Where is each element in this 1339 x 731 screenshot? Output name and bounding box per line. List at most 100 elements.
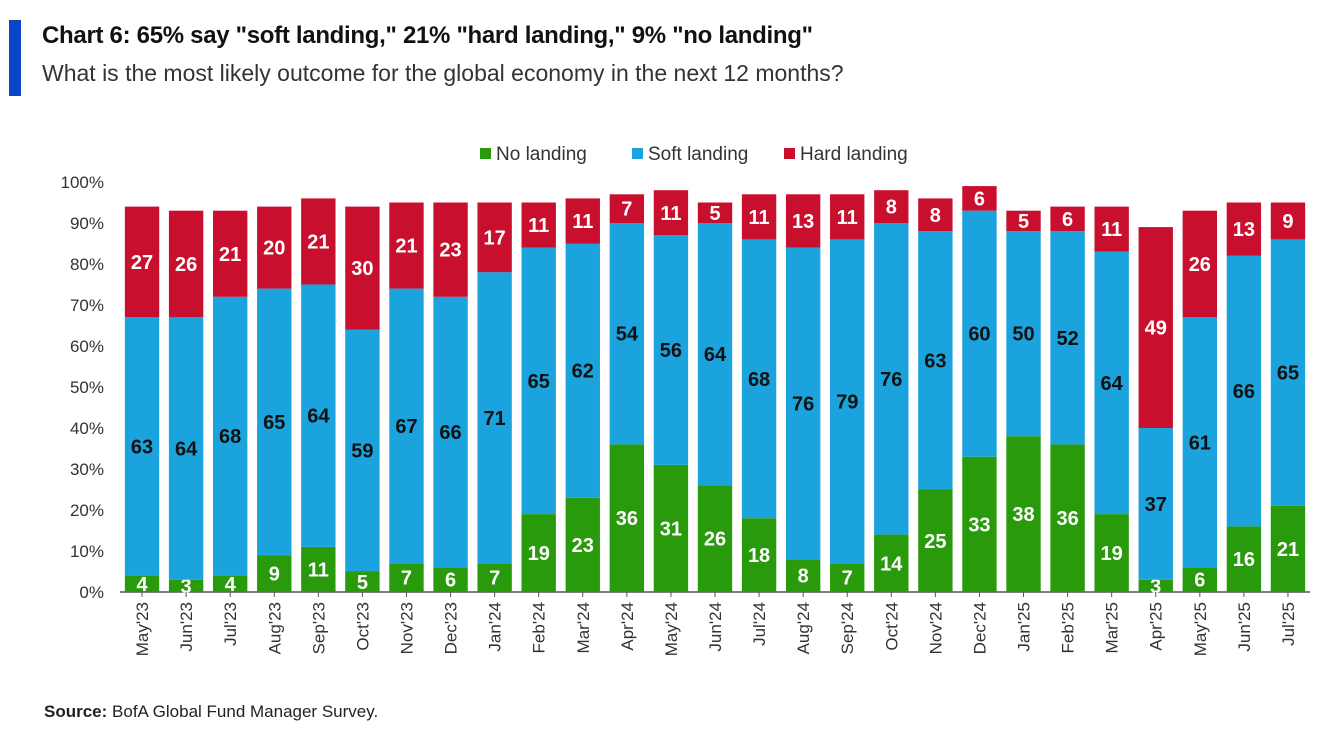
data-label: 13 — [1233, 219, 1255, 241]
x-tick-label: Feb'24 — [530, 602, 549, 653]
title-accent-bar — [9, 20, 21, 96]
data-label: 3 — [181, 576, 192, 598]
y-tick-label: 100% — [61, 173, 104, 192]
data-label: 18 — [748, 545, 770, 567]
bar-segment-soft-landing — [477, 272, 512, 564]
data-label: 21 — [219, 244, 241, 266]
data-label: 9 — [1282, 211, 1293, 233]
bar-segment-no-landing — [653, 464, 689, 592]
x-tick-label: Mar'24 — [574, 602, 593, 653]
data-label: 4 — [136, 574, 148, 596]
x-tick-label: Sep'24 — [838, 602, 857, 654]
bar-segment-hard-landing — [1226, 202, 1262, 256]
data-label: 63 — [131, 436, 153, 458]
data-label: 68 — [748, 369, 770, 391]
data-label: 11 — [837, 207, 858, 229]
data-label: 56 — [660, 340, 682, 362]
data-label: 11 — [1101, 219, 1122, 241]
data-label: 20 — [263, 238, 285, 260]
data-label: 11 — [528, 215, 549, 237]
data-label: 60 — [968, 324, 990, 346]
bar-segment-soft-landing — [168, 317, 204, 580]
data-label: 54 — [616, 324, 639, 346]
bar-segment-no-landing — [433, 567, 468, 592]
x-tick-label: Nov'24 — [926, 602, 945, 654]
y-tick-label: 50% — [70, 378, 104, 397]
bar-segment-hard-landing — [1182, 210, 1218, 318]
bar-segment-hard-landing — [1050, 206, 1085, 232]
bar-segment-hard-landing — [521, 202, 556, 248]
bar-segment-hard-landing — [477, 202, 512, 273]
bar-segment-soft-landing — [874, 223, 909, 535]
data-label: 19 — [1101, 543, 1123, 565]
bar-segment-soft-landing — [212, 296, 248, 576]
x-tick-label: Nov'23 — [397, 602, 416, 654]
data-label: 36 — [616, 508, 638, 530]
data-label: 26 — [704, 529, 726, 551]
data-label: 7 — [489, 568, 500, 590]
bar-segment-no-landing — [1182, 567, 1218, 592]
data-label: 64 — [307, 406, 330, 428]
data-label: 13 — [792, 211, 814, 233]
data-label: 8 — [886, 197, 897, 219]
bar-segment-hard-landing — [212, 210, 248, 297]
data-label: 6 — [974, 188, 985, 210]
data-label: 65 — [263, 412, 285, 434]
data-label: 52 — [1056, 328, 1078, 350]
data-label: 17 — [484, 227, 506, 249]
bar-segment-no-landing — [1138, 579, 1173, 592]
bar-segment-no-landing — [785, 559, 821, 592]
data-label: 66 — [1233, 381, 1255, 403]
bar-segment-soft-landing — [741, 239, 777, 519]
bar-segment-no-landing — [962, 456, 997, 592]
data-label: 7 — [401, 568, 412, 590]
bar-segment-hard-landing — [962, 186, 997, 211]
data-label: 21 — [395, 236, 417, 258]
x-tick-label: Sep'23 — [309, 602, 328, 654]
x-tick-label: May'24 — [662, 602, 681, 656]
data-label: 33 — [968, 514, 990, 536]
y-tick-label: 60% — [70, 337, 104, 356]
bar-segment-soft-landing — [301, 284, 336, 547]
bar-segment-no-landing — [124, 575, 160, 592]
legend-label: Hard landing — [800, 144, 908, 165]
bar-segment-no-landing — [830, 563, 865, 592]
data-label: 3 — [1150, 576, 1161, 598]
bar-segment-hard-landing — [257, 206, 292, 289]
y-tick-label: 0% — [79, 583, 104, 602]
source-label: Source: — [44, 702, 108, 721]
legend-label: No landing — [496, 144, 587, 165]
bar-segment-no-landing — [257, 555, 292, 592]
x-tick-label: Dec'23 — [442, 602, 461, 654]
data-label: 38 — [1012, 504, 1034, 526]
bar-segment-hard-landing — [124, 206, 160, 318]
bar-segment-no-landing — [168, 579, 204, 592]
bar-segment-no-landing — [389, 563, 424, 592]
bar-segment-soft-landing — [1226, 255, 1262, 527]
bar-segment-hard-landing — [389, 202, 424, 289]
data-label: 26 — [1189, 254, 1211, 276]
data-label: 71 — [484, 408, 506, 430]
data-label: 21 — [307, 231, 329, 253]
data-label: 23 — [572, 535, 594, 557]
x-tick-label: Jan'24 — [486, 602, 505, 652]
x-tick-label: Jul'25 — [1279, 602, 1298, 646]
data-label: 64 — [1101, 373, 1124, 395]
data-label: 8 — [798, 566, 809, 588]
bar-segment-soft-landing — [257, 288, 292, 556]
x-tick-label: Jul'24 — [750, 602, 769, 646]
bar-segment-hard-landing — [697, 202, 733, 223]
data-label: 27 — [131, 252, 153, 274]
data-label: 5 — [709, 203, 720, 225]
bar-segment-no-landing — [521, 514, 556, 592]
x-tick-label: Oct'24 — [882, 602, 901, 651]
y-tick-label: 20% — [70, 501, 104, 520]
legend-swatch — [480, 148, 491, 159]
data-label: 67 — [395, 416, 417, 438]
bar-segment-soft-landing — [124, 317, 160, 576]
data-label: 36 — [1056, 508, 1078, 530]
bar-segment-no-landing — [697, 485, 733, 592]
bar-segment-no-landing — [1270, 505, 1306, 592]
bar-segment-hard-landing — [785, 194, 821, 248]
x-tick-label: Feb'25 — [1059, 602, 1078, 653]
